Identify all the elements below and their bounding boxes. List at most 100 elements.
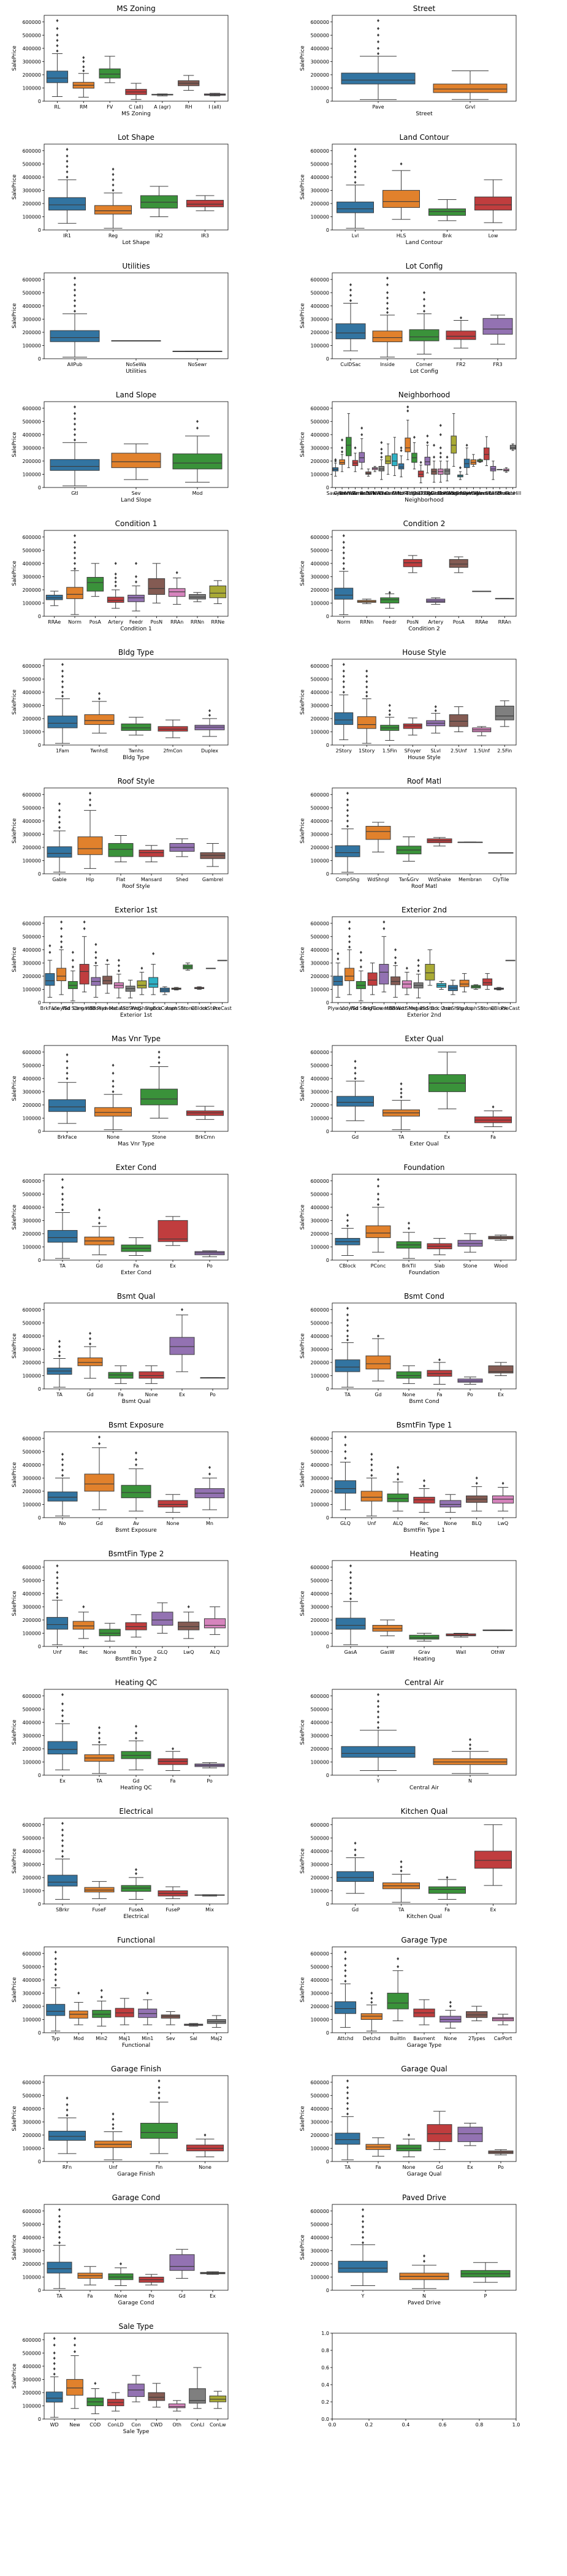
outlier-point	[377, 47, 379, 50]
x-axis-label: MS Zoning	[121, 111, 151, 117]
outlier-point	[54, 1968, 57, 1971]
y-tick-label: 500000	[22, 2350, 41, 2356]
outlier-point	[89, 798, 91, 801]
x-tick-label: WdShing	[131, 1006, 153, 1011]
subplot-title: Land Contour	[400, 133, 449, 142]
outlier-point	[377, 1715, 379, 1719]
y-axis-label: SalePrice	[300, 174, 306, 200]
box-plywood	[102, 958, 113, 994]
box-ta	[382, 1860, 420, 1903]
y-axis-label: SalePrice	[12, 818, 18, 844]
outlier-point	[172, 1747, 174, 1751]
axes-frame	[44, 1817, 229, 1905]
subplot-exterior-1st: Exterior 1st 0 100000 200000 300000 400000 500…	[12, 906, 232, 1019]
box-flat	[108, 835, 134, 863]
box-oldtown	[438, 424, 444, 483]
box-unf	[360, 1453, 382, 1516]
subplot-bsmt-cond: Bsmt Cond 0 100000 200000 300000 400000 500000…	[300, 1292, 517, 1405]
y-tick-label: 100000	[22, 987, 41, 992]
outlier-point	[426, 434, 429, 438]
outlier-point	[434, 705, 437, 709]
outlier-point	[74, 283, 76, 286]
x-axis-label: Roof Matl	[411, 884, 437, 890]
y-tick-label: 200000	[310, 1489, 329, 1494]
y-tick-label: 400000	[22, 2235, 41, 2241]
axes-frame	[332, 1302, 517, 1389]
outlier-point	[74, 277, 76, 280]
y-axis-label: SalePrice	[300, 1076, 306, 1101]
y-tick-label: 100000	[22, 1502, 41, 1507]
box-swisu	[490, 461, 497, 480]
outlier-point	[408, 1221, 410, 1225]
outlier-point	[208, 1466, 211, 1469]
y-tick-label: 0	[326, 743, 329, 748]
x-tick-label: Mansard	[141, 877, 162, 882]
outlier-point	[359, 950, 362, 954]
x-tick-label: Reg	[108, 233, 118, 239]
box-names	[378, 441, 385, 480]
outlier-point	[344, 1969, 347, 1973]
x-tick-label: NoRidge	[397, 491, 418, 496]
outlier-point	[342, 690, 345, 694]
outlier-point	[54, 1951, 57, 1954]
outlier-point	[114, 580, 117, 584]
y-tick-label: 0	[38, 2417, 41, 2422]
outlier-point	[89, 792, 91, 795]
outlier-point	[53, 2362, 56, 2366]
x-tick-label: AsbShng	[442, 1006, 463, 1011]
axes-frame	[44, 1174, 229, 1261]
y-tick-label: 0	[38, 2030, 41, 2036]
x-tick-label: BrkCmn	[196, 1134, 215, 1140]
outlier-point	[386, 291, 389, 294]
box-glq	[334, 1435, 357, 1510]
y-tick-label: 600000	[310, 148, 329, 154]
y-tick-label: 200000	[310, 459, 329, 464]
iqr-box	[425, 964, 435, 980]
iqr-box	[334, 712, 354, 725]
outlier-point	[112, 167, 115, 171]
box-wood	[488, 1234, 514, 1241]
outlier-point	[98, 1435, 101, 1439]
outlier-point	[370, 1453, 373, 1456]
box-norm	[334, 534, 354, 615]
iqr-box	[140, 1088, 178, 1106]
box-metalsd	[413, 958, 424, 998]
outlier-point	[140, 966, 143, 970]
iqr-box	[139, 849, 164, 857]
box-1-5unf	[472, 726, 492, 736]
subplot-functional: Functional 0 100000 200000 300000 400000 50000…	[12, 1936, 229, 2049]
y-tick-label: 0	[38, 2288, 41, 2293]
y-tick-label: 600000	[22, 148, 41, 154]
iqr-box	[334, 587, 354, 600]
iqr-box	[48, 197, 86, 211]
x-axis-label: Land Slope	[121, 497, 151, 503]
iqr-box	[45, 2391, 63, 2402]
outlier-point	[58, 820, 61, 824]
y-tick-label: 500000	[310, 2093, 329, 2098]
outlier-point	[61, 1854, 64, 1858]
iqr-box	[334, 1480, 357, 1494]
axes-frame	[44, 1946, 229, 2033]
outlier-point	[58, 2241, 61, 2244]
outlier-point	[196, 426, 199, 430]
x-tick-label: Brk Cmn	[431, 1006, 452, 1011]
outlier-point	[446, 1876, 449, 1879]
y-tick-label: 500000	[310, 1191, 329, 1197]
box-alq	[387, 1466, 409, 1512]
y-tick-label: 0	[38, 1000, 41, 1006]
iqr-box	[94, 205, 132, 215]
x-tick-label: RRAe	[48, 619, 61, 625]
outlier-point	[58, 1354, 61, 1358]
y-tick-label: 400000	[310, 304, 329, 309]
y-tick-label: 0	[326, 614, 329, 619]
y-tick-label: 600000	[310, 277, 329, 283]
y-tick-label: 100000	[310, 343, 329, 348]
outlier-point	[89, 803, 91, 807]
x-tick-label: Tar&Grv	[398, 877, 419, 882]
outlier-point	[433, 455, 436, 459]
iqr-box	[440, 1500, 462, 1508]
x-tick-label: Basment	[413, 2036, 435, 2041]
outlier-point	[48, 950, 51, 954]
outlier-point	[74, 2350, 76, 2353]
box-fa	[365, 2137, 391, 2157]
